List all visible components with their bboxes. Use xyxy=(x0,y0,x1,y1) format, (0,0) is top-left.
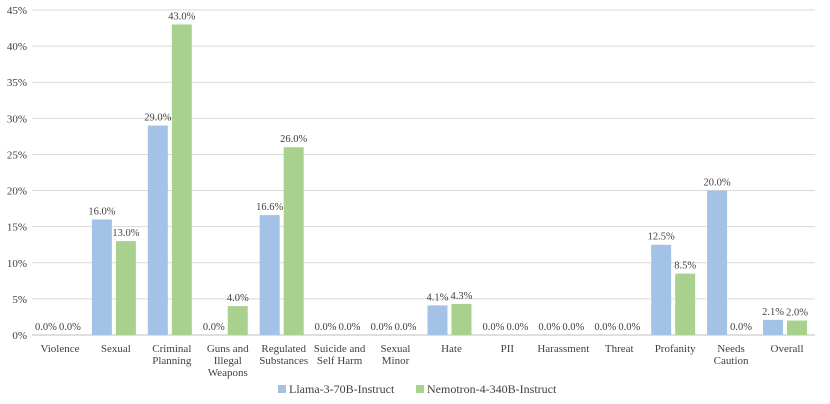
bar-llama xyxy=(147,125,168,335)
x-tick-label-line: Threat xyxy=(605,343,634,355)
legend: Llama-3-70B-Instruct Nemotron-4-340B-Inst… xyxy=(278,382,557,396)
data-labels: 0.0% 0.0%16.0%13.0%29.0%43.0%0.0%4.0%16.6… xyxy=(35,11,808,333)
y-tick-label: 20% xyxy=(7,186,27,198)
data-label: 4.0% xyxy=(227,293,249,304)
bar-nemotron xyxy=(787,320,808,335)
legend-label: Nemotron-4-340B-Instruct xyxy=(427,382,557,396)
data-label: 2.0% xyxy=(786,308,808,319)
data-label: 2.1% xyxy=(762,307,784,318)
bar-llama xyxy=(707,190,728,335)
data-label: 26.0% xyxy=(280,134,307,145)
bars xyxy=(91,24,808,335)
y-tick-label: 25% xyxy=(7,149,27,161)
bar-nemotron xyxy=(675,273,696,335)
x-tick-label-line: Violence xyxy=(40,343,79,355)
bar-llama xyxy=(651,244,672,335)
x-tick-label: Suicide and Self Harm xyxy=(314,343,366,367)
x-tick-label-line: Hate xyxy=(441,343,462,355)
x-tick-label-line: Sexual xyxy=(381,343,411,355)
x-tick-label: Hate xyxy=(441,343,462,355)
x-tick-label-line: Profanity xyxy=(655,343,696,355)
y-tick-label: 10% xyxy=(7,258,27,270)
y-tick-label: 5% xyxy=(12,294,27,306)
data-label: 0.0% xyxy=(395,322,417,333)
x-tick-label-line: Suicide and xyxy=(314,343,366,355)
data-label: 16.6% xyxy=(256,202,283,213)
data-label: 0.0% xyxy=(618,322,640,333)
data-label: 13.0% xyxy=(112,228,139,239)
data-label: 8.5% xyxy=(674,261,696,272)
x-tick-label: PII xyxy=(501,343,515,355)
bar-nemotron xyxy=(227,306,248,335)
data-label: 0.0% xyxy=(339,322,361,333)
legend-label: Llama-3-70B-Instruct xyxy=(289,382,395,396)
bar-nemotron xyxy=(451,303,472,335)
x-tick-label-line: PII xyxy=(501,343,515,355)
x-tick-label: Sexual xyxy=(101,343,131,355)
x-tick-label-line: Self Harm xyxy=(317,355,363,367)
x-tick-label-line: Regulated xyxy=(261,343,306,355)
data-label: 0.0% xyxy=(562,322,584,333)
data-label: 0.0% xyxy=(594,322,616,333)
data-label: 43.0% xyxy=(168,11,195,22)
x-tick-label: Harassment xyxy=(537,343,589,355)
data-label: 0.0% xyxy=(371,322,393,333)
x-tick-label-line: Minor xyxy=(382,355,410,367)
data-label: 16.0% xyxy=(88,206,115,217)
x-tick-label: Needs Caution xyxy=(714,343,749,367)
bar-nemotron xyxy=(115,241,136,335)
x-axis: Violence Sexual Criminal Planning Guns and Il… xyxy=(40,343,803,379)
x-tick-label: Regulated Substances xyxy=(259,343,308,367)
x-tick-label: Overall xyxy=(771,343,804,355)
data-label: 29.0% xyxy=(144,113,171,124)
data-label: 0.0% xyxy=(35,322,57,333)
bar-llama xyxy=(91,219,112,335)
x-tick-label: Profanity xyxy=(655,343,696,355)
y-axis: 0% 5% 10% 15% 20% 25% 30% 35% 40% 45% xyxy=(7,5,27,342)
data-label: 20.0% xyxy=(704,178,731,189)
data-label: 0.0% xyxy=(482,322,504,333)
x-tick-label: Violence xyxy=(40,343,79,355)
bar-llama xyxy=(427,305,448,335)
y-tick-label: 45% xyxy=(7,5,27,17)
x-tick-label-line: Illegal xyxy=(214,355,242,367)
x-tick-label: Sexual Minor xyxy=(381,343,411,367)
bar-nemotron xyxy=(171,24,192,335)
data-label: 4.1% xyxy=(427,292,449,303)
bar-llama xyxy=(763,319,784,335)
data-label: 0.0% xyxy=(203,322,225,333)
x-tick-label-line: Criminal xyxy=(152,343,191,355)
y-tick-label: 40% xyxy=(7,41,27,53)
x-tick-label-line: Planning xyxy=(152,355,192,367)
data-label: 0.0% xyxy=(59,322,81,333)
bar-nemotron xyxy=(283,147,304,335)
y-tick-label: 15% xyxy=(7,222,27,234)
data-label: 0.0% xyxy=(538,322,560,333)
x-tick-label: Threat xyxy=(605,343,634,355)
data-label: 12.5% xyxy=(648,232,675,243)
x-tick-label-line: Needs xyxy=(717,343,745,355)
data-label: 0.0% xyxy=(315,322,337,333)
x-tick-label-line: Substances xyxy=(259,355,308,367)
y-tick-label: 35% xyxy=(7,77,27,89)
x-tick-label-line: Caution xyxy=(714,355,749,367)
data-label: 0.0% xyxy=(730,322,752,333)
data-label: 0.0% xyxy=(506,322,528,333)
x-tick-label: Criminal Planning xyxy=(152,343,192,367)
x-tick-label-line: Sexual xyxy=(101,343,131,355)
bar-llama xyxy=(259,215,280,335)
x-tick-label: Guns and Illegal Weapons xyxy=(207,343,249,379)
data-label: 4.3% xyxy=(451,291,473,302)
x-tick-label-line: Guns and xyxy=(207,343,249,355)
x-tick-label-line: Weapons xyxy=(208,367,248,379)
y-tick-label: 30% xyxy=(7,113,27,125)
x-tick-label-line: Overall xyxy=(771,343,804,355)
x-tick-label-line: Harassment xyxy=(537,343,589,355)
legend-swatch xyxy=(278,385,286,393)
legend-swatch xyxy=(416,385,424,393)
y-tick-label: 0% xyxy=(12,330,27,342)
